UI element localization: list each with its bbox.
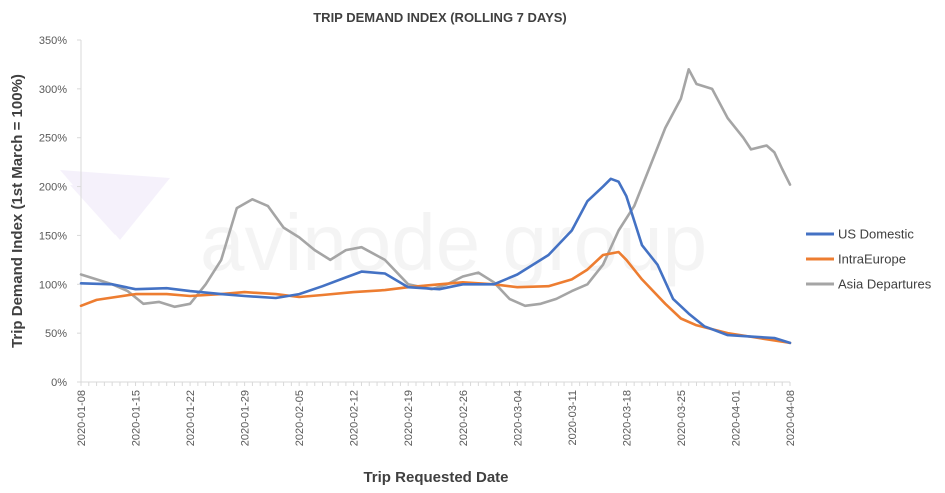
y-tick-label: 250% [39,133,67,145]
x-tick-label: 2020-01-29 [240,390,252,446]
x-axis-title: Trip Requested Date [363,469,508,486]
chart-title: TRIP DEMAND INDEX (ROLLING 7 DAYS) [313,10,567,25]
y-tick-label: 0% [51,377,67,389]
watermark-logo-mark-2 [70,185,150,235]
y-tick-label: 350% [39,35,67,47]
y-tick-label: 300% [39,84,67,96]
y-tick-label: 150% [39,230,67,242]
series-line-asia-departures [79,68,792,309]
y-tick-label: 50% [45,328,67,340]
legend-label: Asia Departures [838,277,932,292]
x-tick-label: 2020-01-22 [185,390,197,446]
legend-label: US Domestic [838,227,914,242]
y-tick-label: 100% [39,279,67,291]
legend-label: IntraEurope [838,252,906,267]
x-tick-label: 2020-02-12 [349,390,361,446]
x-tick-label: 2020-03-04 [512,390,524,446]
x-tick-label: 2020-02-26 [458,390,470,446]
x-tick-label: 2020-02-19 [403,390,415,446]
watermark: avinode group [60,170,707,287]
x-tick-label: 2020-03-11 [567,390,579,445]
series-line-us-domestic [79,177,792,345]
x-axis: 2020-01-08 2020-01-15 2020-01-22 2020-01-29… [76,382,797,446]
x-tick-label: 2020-01-15 [131,390,143,446]
watermark-text: avinode group [200,198,707,287]
x-tick-label: 2020-04-08 [785,390,797,446]
x-tick-label: 2020-02-05 [294,390,306,446]
x-tick-label: 2020-03-18 [621,390,633,446]
y-axis: 0% 50% 100% 150% 200% 250% 300% 350% [39,35,81,389]
watermark-logo-mark [60,170,170,240]
y-axis-title: Trip Demand Index (1st March = 100%) [9,74,26,348]
x-tick-label: 2020-04-01 [730,390,742,446]
x-tick-label: 2020-03-25 [676,390,688,446]
legend: US Domestic IntraEurope Asia Departures [806,227,932,292]
x-tick-label: 2020-01-08 [76,390,88,446]
y-tick-label: 200% [39,182,67,194]
series-lines [79,68,792,345]
